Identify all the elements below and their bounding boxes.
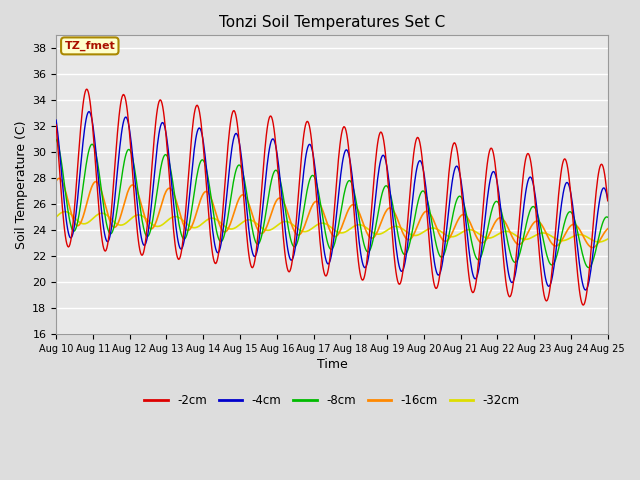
Y-axis label: Soil Temperature (C): Soil Temperature (C)	[15, 120, 28, 249]
Legend: -2cm, -4cm, -8cm, -16cm, -32cm: -2cm, -4cm, -8cm, -16cm, -32cm	[139, 389, 525, 411]
Text: TZ_fmet: TZ_fmet	[65, 41, 115, 51]
X-axis label: Time: Time	[317, 358, 348, 371]
Title: Tonzi Soil Temperatures Set C: Tonzi Soil Temperatures Set C	[219, 15, 445, 30]
